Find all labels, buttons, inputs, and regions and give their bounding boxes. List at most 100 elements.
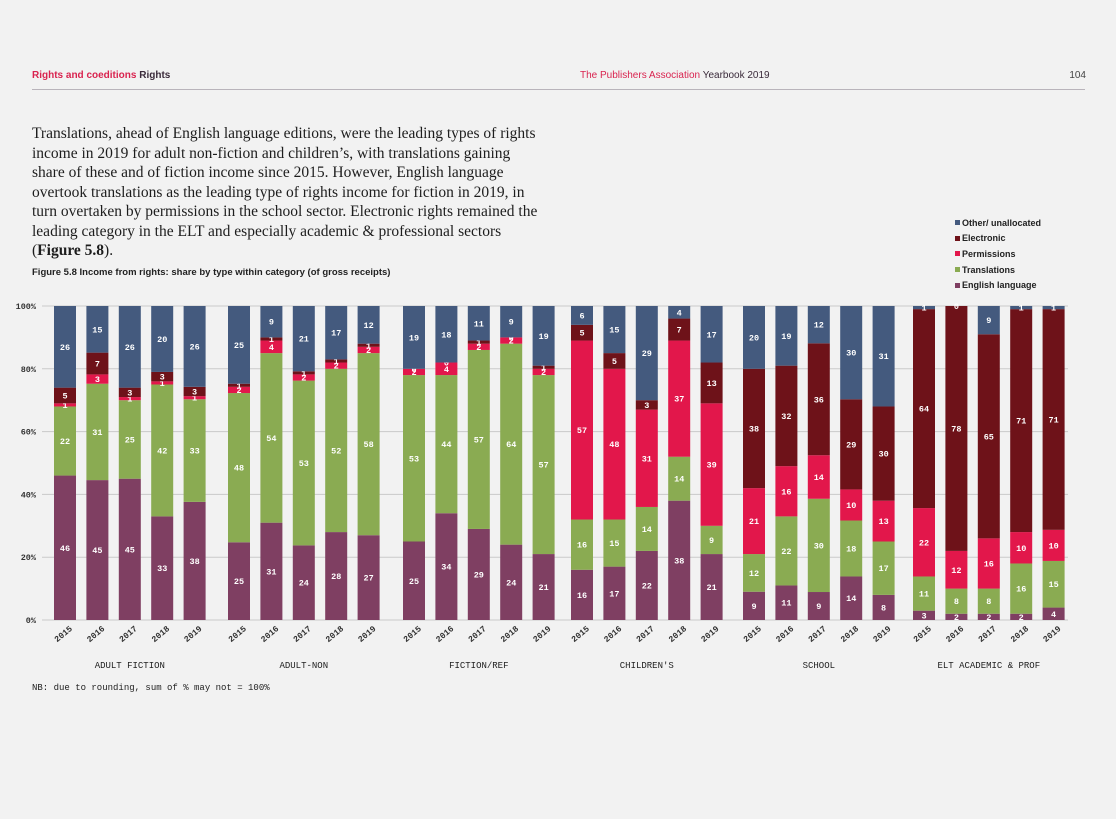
data-label: 44	[441, 440, 451, 450]
bar-segment-translations	[403, 375, 425, 542]
bar-segment-translations	[500, 343, 523, 545]
data-label: 1	[192, 394, 197, 404]
bar-segment-translations	[1042, 560, 1065, 608]
bar-segment-permissions	[840, 489, 863, 521]
body-paragraph: Translations, ahead of English language …	[32, 124, 542, 261]
data-label: 31	[92, 428, 102, 438]
bar-segment-translations	[840, 520, 863, 577]
data-label: 45	[125, 545, 135, 555]
data-label: 7	[95, 360, 100, 370]
bar-segment-translations	[183, 399, 206, 502]
data-label: 58	[363, 440, 373, 450]
header-section-pink: Rights and coeditions	[32, 70, 137, 81]
bar-segment-translations	[571, 519, 593, 570]
data-label: 32	[781, 412, 791, 422]
data-label: 4	[1051, 610, 1056, 620]
bar-segment-permissions	[977, 538, 1000, 589]
data-label: 30	[846, 349, 856, 359]
category-label: ADULT-NON	[279, 661, 328, 671]
data-label: 0	[509, 333, 514, 343]
bar-segment-electronic	[151, 371, 174, 382]
data-label: 3	[95, 375, 100, 385]
figure-reference[interactable]: Figure 5.8	[37, 242, 105, 259]
data-label: 52	[331, 446, 341, 456]
data-label: 34	[441, 563, 451, 573]
page-number: 104	[1069, 70, 1086, 81]
data-label: 19	[409, 333, 419, 343]
data-label: 16	[984, 559, 994, 569]
legend-label: Electronic	[962, 233, 1006, 244]
data-label: 22	[919, 538, 929, 548]
category-label: FICTION/REF	[449, 661, 508, 671]
data-label: 1	[476, 338, 481, 348]
data-label: 3	[921, 611, 926, 621]
data-label: 14	[814, 473, 824, 483]
bar-segment-translations	[260, 353, 283, 523]
x-tick-label: 2018	[499, 624, 521, 645]
data-label: 2	[366, 346, 371, 356]
data-label: 13	[706, 379, 716, 389]
bar-segment-translations	[86, 383, 109, 481]
bar-segment-other-unallocated	[86, 306, 109, 353]
data-label: 16	[1016, 585, 1026, 595]
bar-segment-other-unallocated	[700, 306, 723, 363]
bar-segment-permissions	[1042, 529, 1065, 561]
body-paragraph-end: ).	[104, 242, 114, 259]
legend-item: English language	[955, 277, 1041, 293]
bar-segment-other-unallocated	[775, 306, 798, 366]
bar-segment-electronic	[86, 352, 109, 375]
data-label: 22	[60, 437, 70, 447]
header-rule	[32, 89, 1085, 90]
data-label: 18	[846, 544, 856, 554]
bar-segment-electronic	[668, 318, 691, 341]
bar-segment-other-unallocated	[260, 306, 283, 338]
bar-segment-electronic	[743, 368, 765, 489]
data-label: 57	[577, 426, 587, 436]
data-label: 1	[269, 335, 274, 345]
y-tick-label: 20%	[21, 553, 37, 563]
bar-segment-translations	[151, 384, 174, 517]
bar-segment-translations	[435, 375, 458, 514]
bar-segment-other-unallocated	[435, 306, 458, 363]
bar-segment-english-language	[292, 545, 315, 620]
data-label: 45	[92, 546, 102, 556]
bar-segment-other-unallocated	[977, 306, 1000, 335]
bar-segment-english-language	[151, 516, 174, 620]
bar-segment-electronic	[1042, 309, 1065, 530]
bar-segment-permissions	[1010, 532, 1033, 564]
bar-segment-english-language	[743, 591, 765, 620]
data-label: 6	[579, 311, 584, 321]
bar-segment-other-unallocated	[532, 306, 555, 366]
x-tick-label: 2015	[227, 624, 249, 645]
x-tick-label: 2018	[324, 624, 346, 645]
category-label: ELT ACADEMIC & PROF	[937, 661, 1040, 671]
data-label: 25	[125, 435, 135, 445]
data-label: 11	[919, 590, 929, 600]
bar-segment-translations	[807, 498, 830, 593]
bar-segment-permissions	[743, 488, 765, 555]
stacked-bar-chart: 0%20%40%60%80%100%4622152620154531371520…	[16, 302, 1068, 671]
data-label: 46	[60, 544, 70, 554]
data-label: 8	[986, 597, 991, 607]
data-label: 1	[334, 357, 339, 367]
data-label: 4	[677, 308, 682, 318]
legend-label: Translations	[962, 264, 1016, 275]
bar-segment-electronic	[118, 387, 141, 398]
bar-segment-permissions	[151, 381, 174, 385]
data-label: 21	[538, 583, 548, 593]
data-label: 30	[878, 450, 888, 460]
data-label: 48	[234, 464, 244, 474]
data-label: 36	[814, 395, 824, 405]
data-label: 5	[579, 329, 584, 339]
x-tick-label: 2015	[402, 624, 424, 645]
data-label: 10	[1048, 541, 1058, 551]
bar-segment-permissions	[532, 368, 555, 376]
bar-segment-electronic	[183, 386, 206, 397]
bar-segment-electronic	[467, 340, 490, 344]
bar-segment-other-unallocated	[357, 306, 380, 344]
bar-segment-translations	[118, 400, 141, 479]
data-label: 16	[577, 541, 587, 551]
bar-segment-other-unallocated	[571, 306, 593, 325]
x-tick-label: 2015	[742, 624, 764, 645]
data-label: 19	[781, 332, 791, 342]
